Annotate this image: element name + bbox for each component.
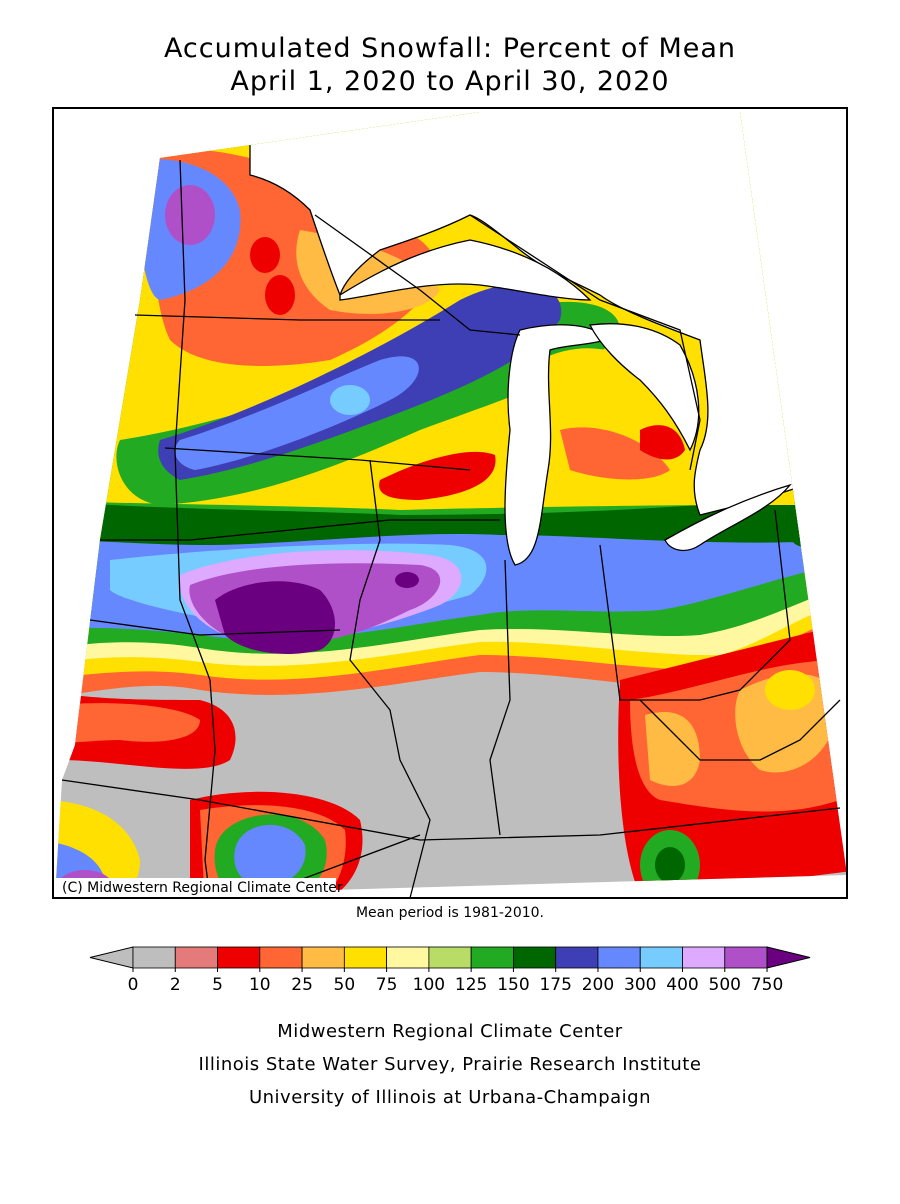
legend-swatch — [259, 946, 303, 969]
state-line — [134, 314, 440, 321]
contour-region — [765, 670, 815, 710]
state-line — [349, 459, 431, 899]
water-or-unmapped — [339, 239, 592, 301]
footer-line: University of Illinois at Urbana-Champai… — [249, 1087, 651, 1108]
legend-tick-label: 25 — [291, 975, 313, 995]
contour-region — [395, 572, 419, 588]
legend-swatch — [513, 946, 557, 969]
legend-swatch — [132, 946, 176, 969]
footer-line: Midwestern Regional Climate Center — [277, 1021, 623, 1042]
state-line — [100, 519, 500, 541]
legend-swatch — [597, 946, 641, 969]
map-frame — [52, 107, 848, 899]
state-line — [164, 447, 471, 471]
water-or-unmapped — [589, 323, 700, 452]
legend: 0 2 5 10 25 50 75 100 125 150 175 200 300 400 500 750 — [89, 946, 811, 995]
legend-swatch — [174, 946, 218, 969]
legend-tick-label: 150 — [497, 975, 529, 995]
state-line — [314, 214, 521, 336]
contour-region — [250, 237, 295, 315]
legend-swatch — [682, 946, 726, 969]
legend-tick-label: 50 — [334, 975, 356, 995]
water-or-unmapped — [664, 483, 792, 552]
legend-swatch — [639, 946, 683, 969]
state-line — [61, 779, 841, 841]
legend-tick-label: 125 — [455, 975, 487, 995]
legend-tick-label: 75 — [376, 975, 398, 995]
state-line — [89, 619, 341, 636]
state-line — [174, 159, 216, 899]
contour-region — [215, 581, 335, 655]
legend-tick-label: 2 — [170, 975, 181, 995]
legend-swatch — [217, 946, 261, 969]
contour-region — [330, 385, 370, 415]
legend-arrow — [89, 946, 134, 969]
contour-region — [790, 523, 820, 547]
legend-swatch — [301, 946, 345, 969]
legend-swatch — [555, 946, 599, 969]
contour-region — [640, 425, 685, 460]
subtitle: April 1, 2020 to April 30, 2020 — [230, 66, 669, 97]
legend-tick-label: 200 — [582, 975, 614, 995]
legend-swatch — [386, 946, 430, 969]
legend-tick-label: 0 — [128, 975, 139, 995]
contour-region — [165, 184, 216, 246]
credit-box — [54, 878, 336, 897]
contour-region — [655, 847, 685, 883]
legend-swatch — [343, 946, 388, 969]
title: Accumulated Snowfall: Percent of Mean — [164, 33, 736, 64]
contour-region — [234, 824, 306, 886]
legend-tick-label: 400 — [666, 975, 698, 995]
contour-region — [379, 451, 496, 500]
contour-region — [175, 356, 419, 470]
legend-tick-label: 100 — [413, 975, 445, 995]
contour-region — [60, 703, 200, 743]
legend-tick-label: 300 — [624, 975, 656, 995]
contour-region — [55, 500, 847, 545]
legend-tick-label: 10 — [249, 975, 271, 995]
legend-tick-label: 5 — [212, 975, 223, 995]
state-line — [599, 509, 791, 701]
legend-tick-label: 500 — [709, 975, 741, 995]
state-line — [489, 559, 511, 836]
legend-tick-label: 750 — [751, 975, 783, 995]
footer-line: Illinois State Water Survey, Prairie Res… — [199, 1054, 702, 1075]
credit: (C) Midwestern Regional Climate Center — [62, 880, 343, 896]
contour-region — [560, 427, 670, 480]
legend-arrow — [766, 946, 811, 969]
legend-swatch — [470, 946, 514, 969]
legend-swatch — [428, 946, 472, 969]
legend-tick-label: 175 — [539, 975, 571, 995]
state-line — [639, 699, 841, 761]
map — [55, 112, 847, 898]
border-line — [469, 214, 701, 471]
legend-swatch — [724, 946, 768, 969]
note: Mean period is 1981-2010. — [356, 905, 544, 921]
